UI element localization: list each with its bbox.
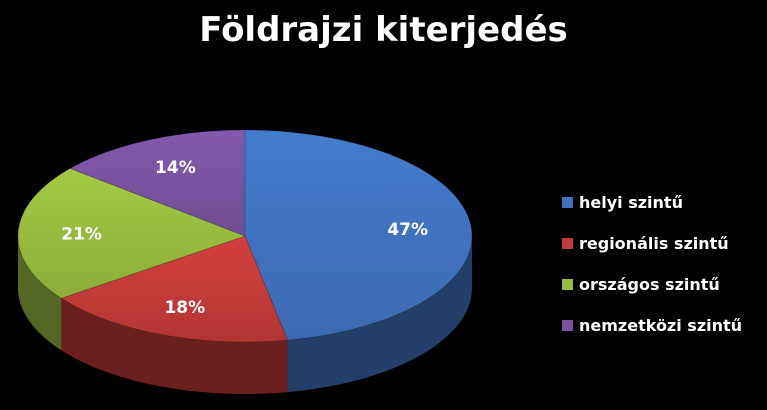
pie-side-2: [18, 236, 62, 351]
legend-swatch-3: [562, 320, 573, 331]
pie-labels: 47% 18% 21% 14%: [61, 158, 428, 318]
legend: helyi szintű regionális szintű országos sz…: [562, 192, 742, 356]
legend-item-0: helyi szintű: [562, 192, 742, 213]
data-label-3: 14%: [155, 158, 196, 178]
pie-depth: [18, 236, 472, 394]
pie-slice-1: [60, 235, 288, 343]
legend-swatch-1: [562, 238, 573, 249]
legend-label-2: országos szintű: [579, 275, 720, 294]
legend-item-1: regionális szintű: [562, 233, 742, 254]
pie-top: [17, 129, 473, 343]
data-label-1: 18%: [164, 298, 205, 318]
pie-side-1: [61, 298, 288, 394]
chart-title: Földrajzi kiterjedés: [199, 10, 568, 50]
pie-slice-0: [244, 129, 473, 341]
pie-side-0: [287, 236, 472, 393]
legend-item-2: országos szintű: [562, 274, 742, 295]
legend-label-0: helyi szintű: [579, 193, 683, 212]
legend-label-3: nemzetközi szintű: [579, 316, 743, 335]
legend-swatch-2: [562, 279, 573, 290]
pie-slice-2: [17, 168, 246, 299]
legend-swatch-0: [562, 197, 573, 208]
pie-slice-3: [69, 129, 246, 237]
legend-item-3: nemzetközi szintű: [562, 315, 742, 336]
data-label-2: 21%: [61, 225, 102, 245]
legend-label-1: regionális szintű: [579, 234, 729, 253]
data-label-0: 47%: [387, 220, 428, 240]
